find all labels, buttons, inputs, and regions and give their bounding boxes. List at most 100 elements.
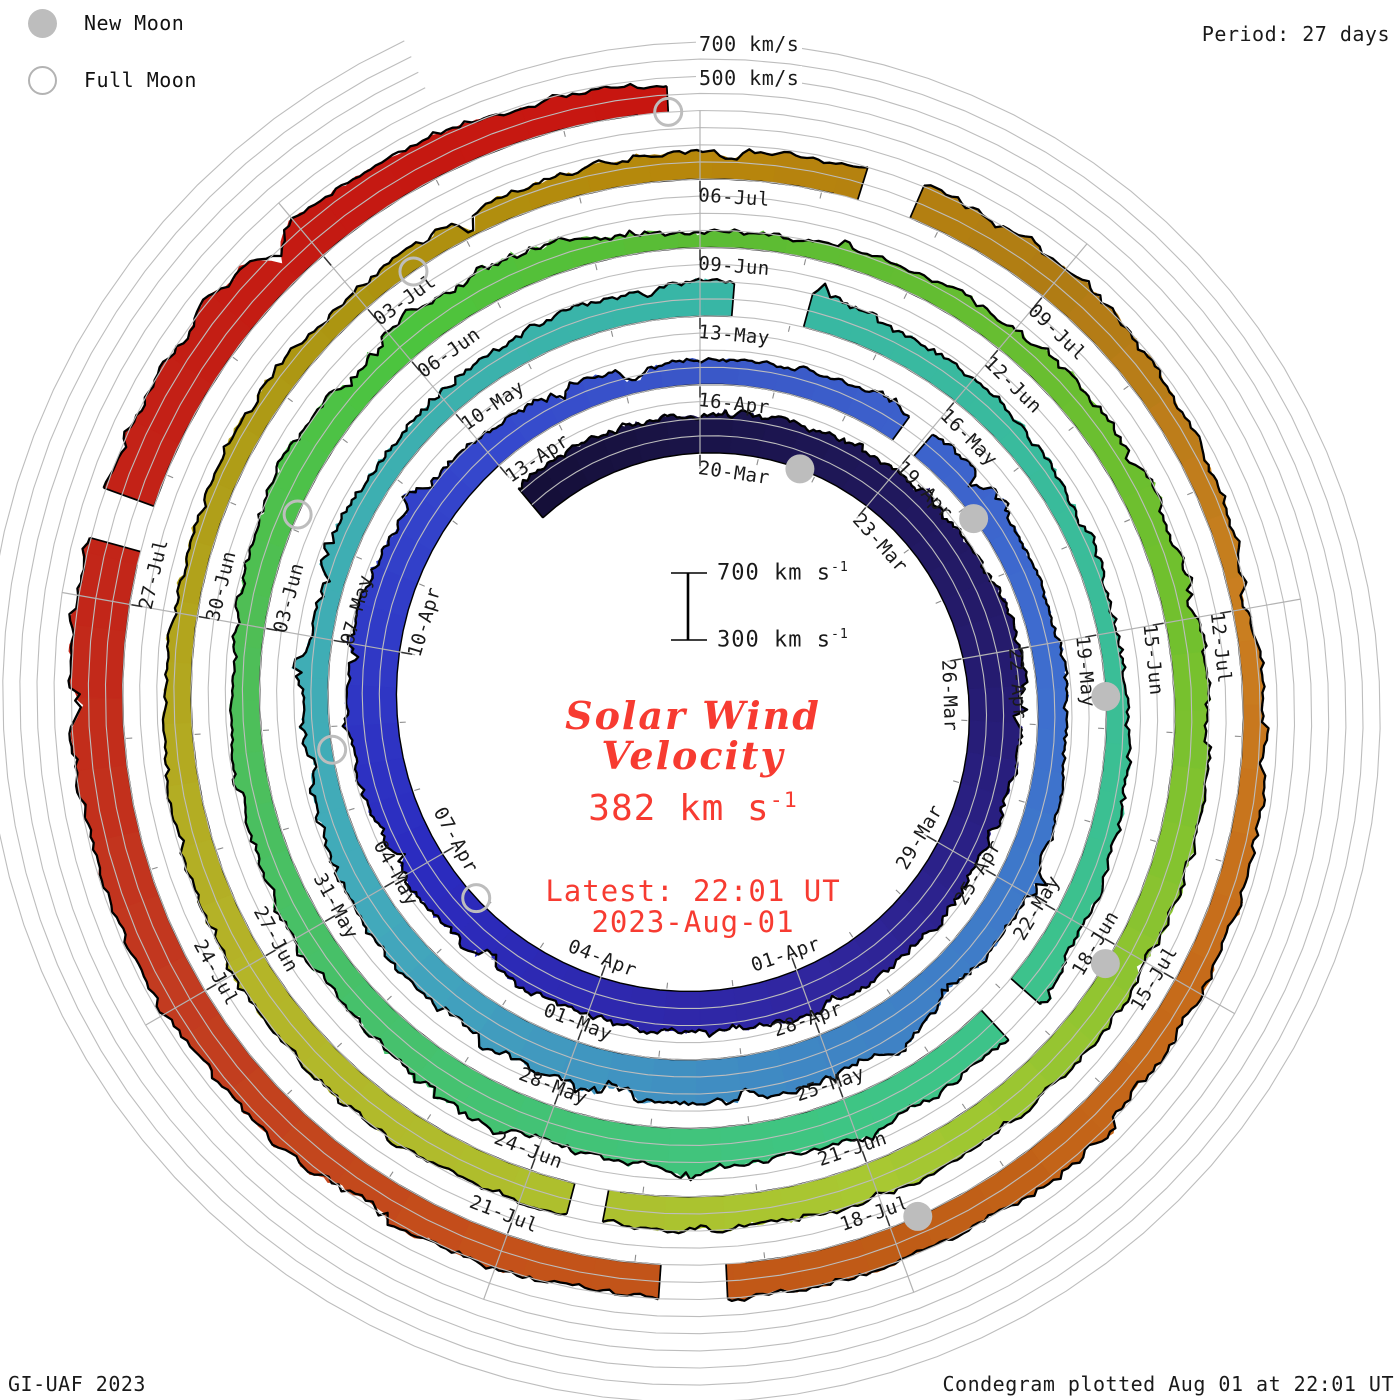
tick-major — [985, 869, 996, 877]
center-annotation: Solar Wind Velocity 382 km s-1 Latest: 2… — [493, 696, 893, 938]
radial-spoke — [856, 243, 1088, 519]
tick-major — [1104, 938, 1115, 945]
velocity-band-slice — [621, 364, 664, 397]
radial-spoke — [947, 598, 1301, 662]
latest-time-line: Latest: 22:01 UT — [545, 874, 841, 908]
tick-major — [861, 1151, 867, 1162]
tick-major — [990, 349, 999, 360]
tick-major — [577, 1029, 583, 1041]
chart-title-line1: Solar Wind — [565, 693, 821, 738]
tick-day — [995, 983, 1001, 989]
tick-major — [1152, 622, 1164, 626]
tick-day — [1187, 491, 1194, 496]
radial-spoke — [145, 845, 457, 1026]
tick-day — [945, 936, 951, 942]
band-end-cap — [89, 536, 141, 553]
tick-day — [999, 1160, 1004, 1167]
tick-day — [756, 459, 759, 466]
band-end-cap — [725, 1264, 729, 1299]
full-moon-marker — [317, 734, 348, 765]
tick-major — [131, 604, 143, 608]
tick-major — [333, 639, 345, 644]
tick-major — [926, 835, 937, 843]
tick-day — [924, 1046, 929, 1052]
tick-day — [1013, 467, 1019, 472]
tick-day — [558, 424, 563, 431]
velocity-band-slice — [1074, 549, 1108, 604]
tick-day — [819, 192, 822, 199]
outer-scale-500-label: 500 km/s — [696, 66, 803, 90]
tick-day — [1123, 385, 1129, 391]
date-label: 22-Apr — [1004, 647, 1031, 720]
velocity-band-slice — [1030, 645, 1069, 690]
date-label: 27-Jul — [135, 537, 173, 612]
tick-day — [626, 397, 630, 404]
tick-day — [232, 356, 239, 362]
velocity-band-slice — [165, 599, 200, 664]
date-label: 13-May — [697, 321, 770, 349]
scalebar-bottom-label: 300 km s-1 — [717, 627, 849, 653]
band-outer-edge — [67, 537, 659, 1301]
tick-day — [1084, 819, 1091, 823]
tick-major — [455, 413, 464, 424]
tick-day — [563, 130, 566, 137]
legend-full-moon: Full Moon — [28, 64, 197, 96]
scalebar-bottom-sup: -1 — [830, 627, 849, 642]
velocity-band-slice — [341, 684, 399, 727]
tick-major — [814, 1022, 821, 1034]
tick-major — [265, 949, 276, 957]
tick-major — [411, 361, 420, 371]
tick-major — [791, 957, 797, 969]
velocity-band-slice — [648, 149, 714, 183]
date-label: 09-Jun — [697, 253, 770, 280]
velocity-band-slice — [274, 326, 333, 388]
tick-major — [1034, 297, 1043, 307]
velocity-value-sup: -1 — [769, 788, 798, 813]
date-label: 06-Jul — [698, 184, 771, 211]
tick-day — [1094, 1077, 1100, 1083]
tick-day — [336, 1042, 343, 1048]
date-label: 26-Mar — [937, 659, 962, 731]
tick-day — [342, 438, 348, 444]
new-moon-icon — [28, 8, 57, 38]
tick-major — [600, 965, 606, 976]
radial-spoke — [61, 591, 416, 656]
tick-day — [348, 807, 355, 811]
velocity-band-slice — [189, 481, 234, 548]
band-end-cap — [891, 416, 911, 441]
tick-major — [266, 627, 278, 632]
latest-velocity-value: 382 km s-1 — [588, 788, 798, 829]
tick-day — [528, 363, 532, 370]
date-label: 20-Mar — [697, 457, 771, 489]
gridline-arc-400 — [36, 87, 1330, 1352]
radial-spoke — [790, 955, 915, 1293]
tick-day — [389, 1171, 394, 1178]
velocity-band-slice — [213, 423, 261, 492]
tick-day — [217, 847, 224, 850]
new-moon-marker — [959, 504, 989, 534]
velocity-band-slice — [296, 676, 330, 724]
velocity-band-fills — [68, 83, 1270, 1302]
tick-major — [443, 846, 454, 854]
tick-day — [731, 980, 734, 987]
date-label: 15-Jun — [1138, 623, 1167, 696]
tick-day — [747, 1116, 750, 1123]
gridline-arc-600 — [2, 56, 1364, 1386]
tick-day — [497, 302, 502, 309]
new-moon-marker — [1091, 681, 1121, 711]
tick-day — [1068, 426, 1074, 431]
chart-title-line2: Velocity — [601, 733, 785, 778]
tick-day — [658, 1050, 661, 1057]
tick-day — [1124, 519, 1131, 523]
full-moon-marker — [461, 883, 492, 914]
velocity-band-slice — [699, 357, 741, 386]
band-end-cap — [517, 487, 544, 519]
tick-major — [1085, 634, 1097, 638]
tick-day — [1215, 858, 1222, 862]
tick-day — [287, 1089, 293, 1095]
band-outer-edge — [292, 277, 1069, 1107]
tick-major — [198, 615, 210, 620]
tick-day — [436, 948, 442, 954]
velocity-band-slice — [229, 699, 264, 755]
